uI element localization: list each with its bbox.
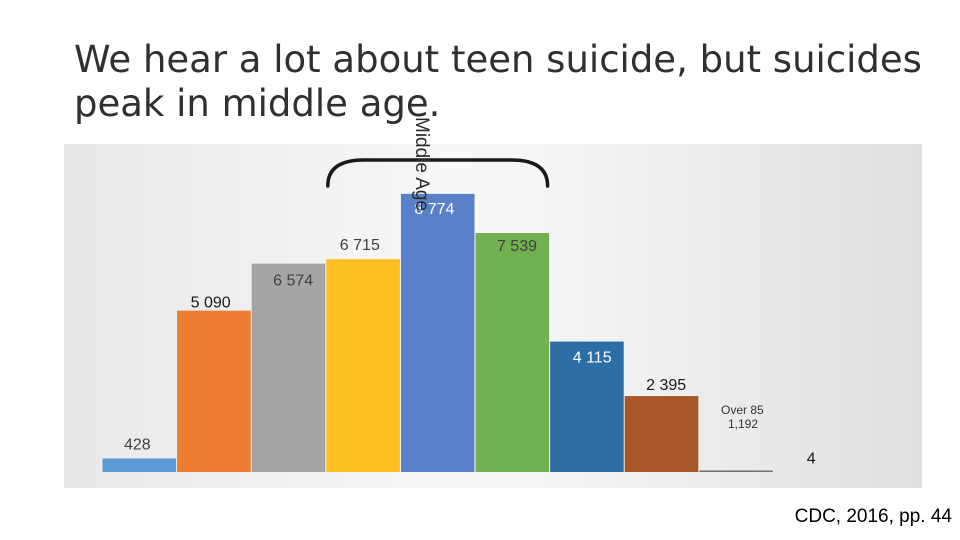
bar-0 bbox=[102, 458, 177, 472]
bar-8 bbox=[699, 470, 773, 472]
slide-title: We hear a lot about teen suicide, but su… bbox=[74, 38, 922, 125]
bar-1 bbox=[177, 310, 251, 472]
bar-5 bbox=[475, 233, 550, 472]
bar-4 bbox=[400, 193, 475, 472]
bar-7 bbox=[624, 396, 699, 472]
citation: CDC, 2016, pp. 44 bbox=[794, 506, 952, 527]
data-label-8: 4 bbox=[807, 451, 816, 468]
middle-age-label: Middle Age bbox=[411, 117, 432, 211]
data-label-0: 428 bbox=[124, 436, 151, 453]
over-85-note-line1: Over 85 bbox=[721, 403, 764, 417]
middle-age-bracket bbox=[326, 158, 550, 188]
bar-6 bbox=[550, 341, 624, 472]
data-label-1: 5 090 bbox=[191, 295, 231, 312]
over-85-note-line2: 1,192 bbox=[728, 417, 758, 431]
data-label-2: 6 574 bbox=[273, 273, 313, 290]
bar-3 bbox=[326, 259, 400, 472]
data-label-3: 6 715 bbox=[340, 237, 380, 254]
bar-2 bbox=[251, 263, 326, 472]
data-label-5: 7 539 bbox=[497, 238, 537, 255]
data-label-4: 8 774 bbox=[414, 201, 454, 218]
data-label-6: 4 115 bbox=[573, 350, 612, 367]
data-label-7: 2 395 bbox=[646, 377, 686, 394]
